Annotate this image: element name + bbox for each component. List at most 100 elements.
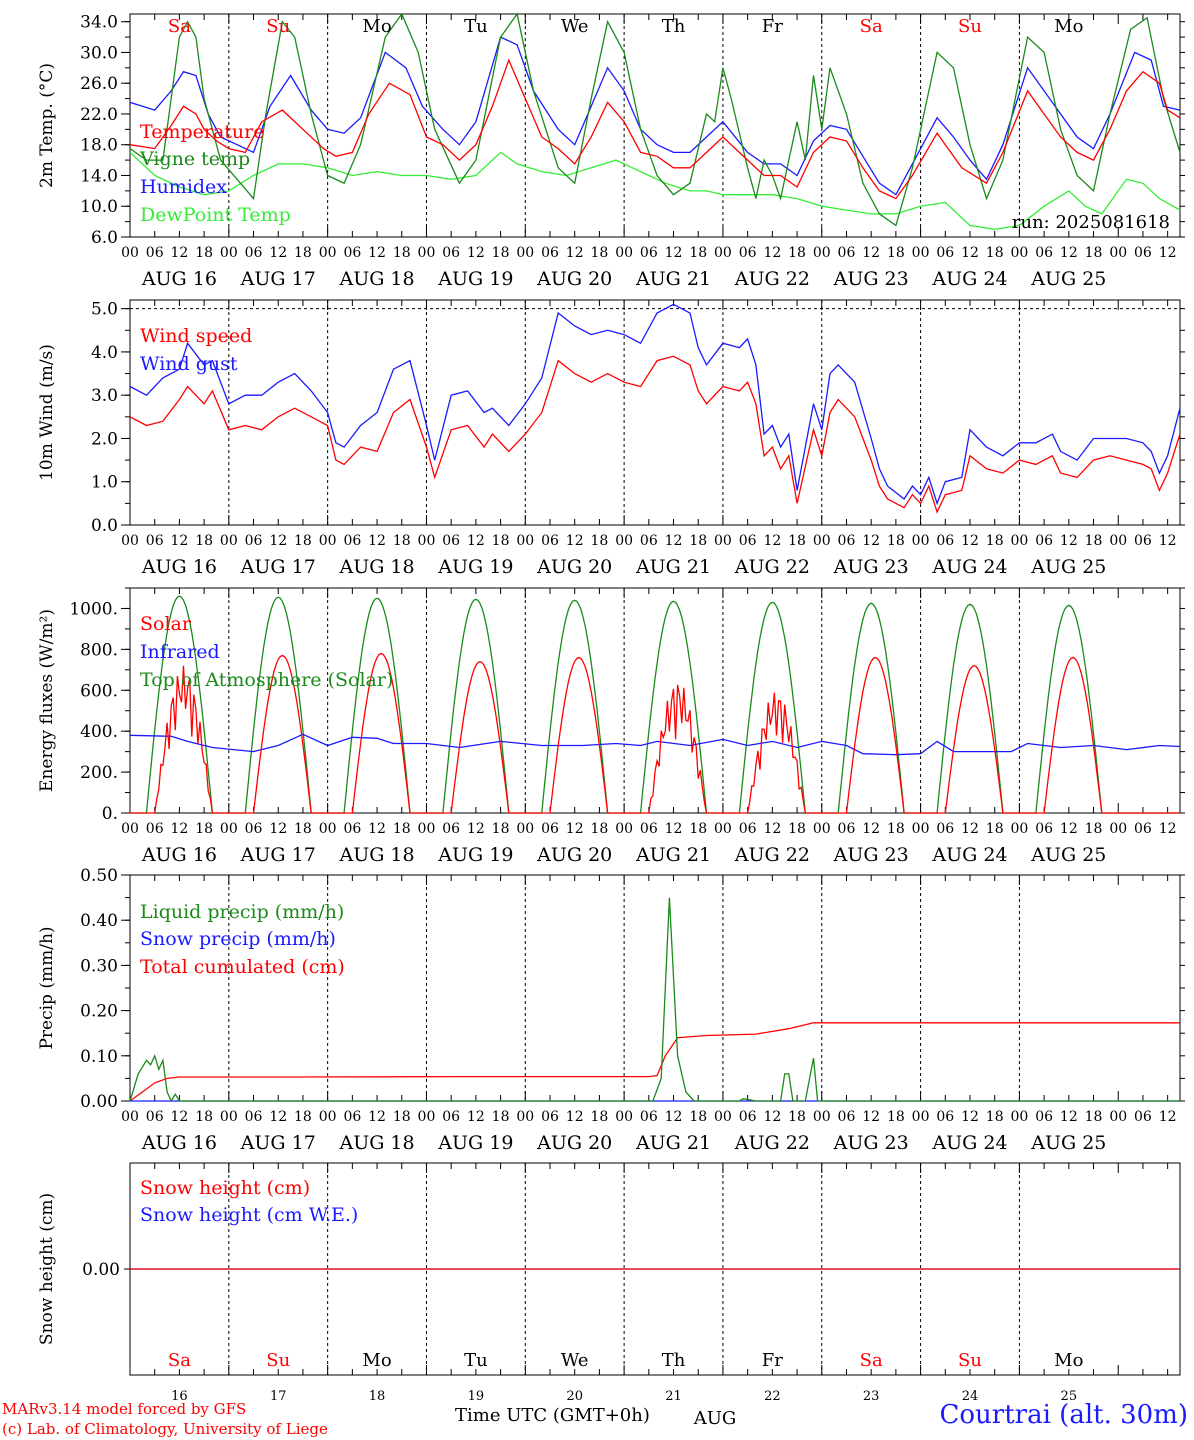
date-label: AUG 17 [240,268,316,290]
hour-label: 06 [541,533,559,549]
hour-label: 12 [467,533,485,549]
date-label: AUG 21 [635,268,711,290]
hour-label: 06 [1134,245,1152,261]
y-tick-label: 18.0 [80,136,118,156]
hour-label: 06 [541,821,559,837]
hour-label: 12 [665,533,683,549]
date-label: AUG 18 [338,268,414,290]
y-tick-label: 0. [102,804,118,824]
hour-label: 18 [590,1109,608,1125]
hour-label: 12 [1159,1109,1177,1125]
weekday-label: Su [958,1350,982,1371]
hour-label: 00 [912,245,930,261]
hour-label: 18 [788,1109,806,1125]
hour-label: 00 [220,1109,238,1125]
series-line [129,355,1181,514]
hour-label: 00 [418,245,436,261]
legend-entry: Solar [140,613,192,635]
date-label: AUG 19 [437,268,513,290]
hour-label: 00 [121,821,139,837]
hour-label: 00 [714,1109,732,1125]
hour-label: 12 [170,245,188,261]
date-label: AUG 24 [931,268,1007,290]
hour-label: 00 [615,821,633,837]
date-label: AUG 18 [338,844,414,866]
legend-entry: Infrared [140,641,220,663]
y-tick-label: 1.0 [91,473,118,493]
hour-label: 12 [368,821,386,837]
weekday-label: We [561,1350,589,1371]
hour-label: 18 [294,245,312,261]
hour-label: 06 [739,1109,757,1125]
hour-label: 00 [714,245,732,261]
date-label: AUG 17 [240,1132,316,1154]
hour-label: 06 [838,245,856,261]
day-number: 23 [863,1389,880,1404]
date-label: AUG 23 [833,556,909,578]
hour-label: 06 [245,533,263,549]
hour-label: 18 [689,245,707,261]
weekday-label: Fr [762,16,783,37]
date-label: AUG 21 [635,556,711,578]
hour-label: 18 [788,821,806,837]
y-axis-label: Precip (mm/h) [37,926,57,1049]
hour-label: 06 [541,1109,559,1125]
hour-label: 00 [1109,533,1127,549]
hour-label: 00 [516,245,534,261]
day-number: 25 [1061,1389,1078,1404]
hour-label: 06 [936,533,954,549]
weekday-label: Sa [860,1350,883,1371]
legend-entry: Snow height (cm W.E.) [140,1204,358,1226]
hour-label: 00 [813,533,831,549]
hour-label: 18 [986,533,1004,549]
weekday-label: Fr [762,1350,783,1371]
hour-label: 12 [763,821,781,837]
weekday-label: Sa [860,16,883,37]
weekday-label: Mo [362,1350,391,1371]
hour-label: 18 [887,245,905,261]
y-tick-label: 5.0 [91,300,118,320]
hour-label: 18 [887,1109,905,1125]
legend-entry: Liquid precip (mm/h) [140,901,344,923]
hour-label: 06 [936,1109,954,1125]
date-label: AUG 24 [931,556,1007,578]
date-label: AUG 22 [734,556,810,578]
legend-entry: Snow precip (mm/h) [140,928,336,950]
hour-label: 18 [195,1109,213,1125]
hour-label: 06 [343,533,361,549]
hour-label: 12 [566,1109,584,1125]
hour-label: 18 [1085,533,1103,549]
hour-label: 00 [220,821,238,837]
hour-label: 18 [788,245,806,261]
hour-label: 18 [294,533,312,549]
hour-label: 18 [393,245,411,261]
y-tick-label: 800. [80,640,118,660]
date-label: AUG 17 [240,556,316,578]
series-line [129,303,1181,506]
hour-label: 18 [689,1109,707,1125]
model-credit: MARv3.14 model forced by GFS [2,1400,247,1418]
series-line [129,58,1181,200]
hour-label: 12 [763,1109,781,1125]
date-label: AUG 21 [635,1132,711,1154]
hour-label: 12 [961,245,979,261]
hour-label: 12 [961,821,979,837]
hour-label: 18 [195,533,213,549]
weekday-label: Sa [168,16,191,37]
hour-label: 06 [146,533,164,549]
hour-label: 12 [961,1109,979,1125]
hour-label: 00 [319,533,337,549]
date-label: AUG 25 [1030,268,1106,290]
hour-label: 12 [368,533,386,549]
weekday-label: Mo [362,16,391,37]
hour-label: 00 [1010,1109,1028,1125]
weekday-label: Su [266,16,290,37]
date-label: AUG 18 [338,556,414,578]
hour-label: 06 [541,245,559,261]
y-tick-label: 4.0 [91,343,118,363]
hour-label: 18 [393,821,411,837]
panel-frame [129,299,1181,526]
hour-label: 00 [912,533,930,549]
day-number: 19 [468,1389,485,1404]
date-label: AUG 19 [437,1132,513,1154]
